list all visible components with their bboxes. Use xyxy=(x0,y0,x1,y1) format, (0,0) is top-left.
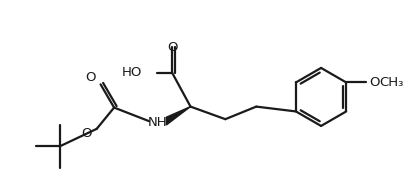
Polygon shape xyxy=(166,107,190,125)
Text: O: O xyxy=(369,76,380,89)
Text: O: O xyxy=(85,71,96,84)
Text: NH: NH xyxy=(148,116,167,129)
Text: O: O xyxy=(81,127,92,140)
Text: CH₃: CH₃ xyxy=(379,76,403,89)
Text: O: O xyxy=(167,41,177,54)
Text: HO: HO xyxy=(122,66,142,79)
